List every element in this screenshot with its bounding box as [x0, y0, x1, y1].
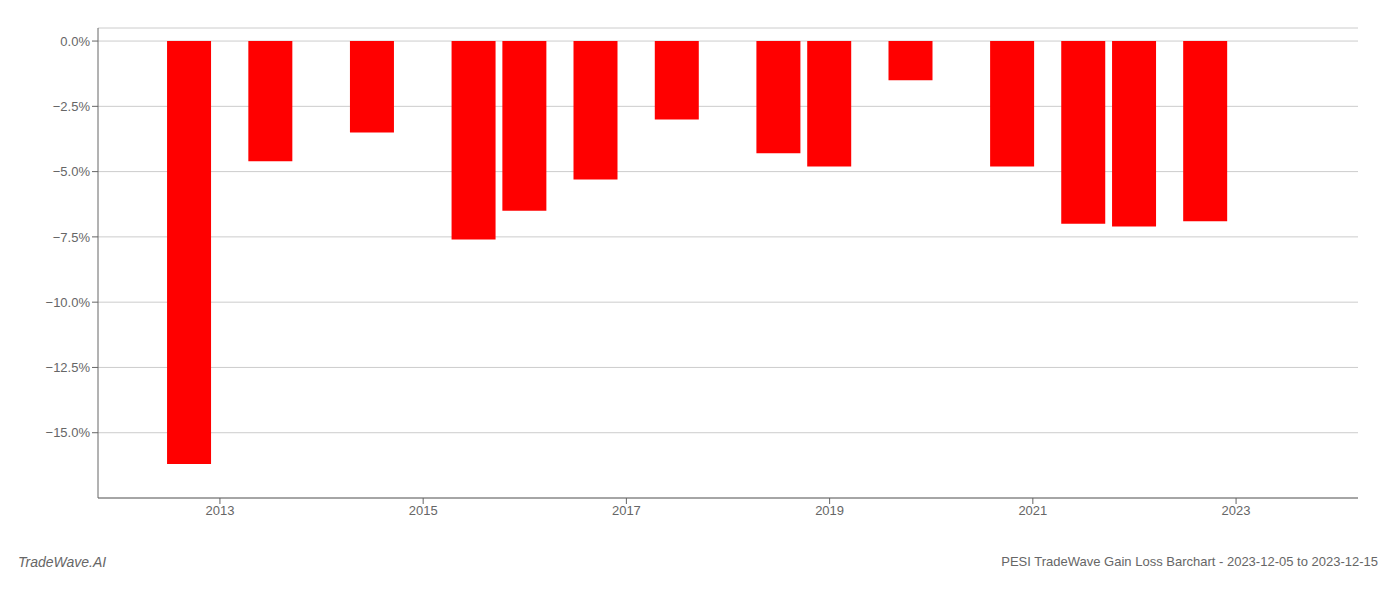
svg-text:−12.5%: −12.5% — [46, 360, 91, 375]
svg-text:−5.0%: −5.0% — [53, 164, 91, 179]
svg-text:2023: 2023 — [1222, 503, 1251, 518]
svg-text:−7.5%: −7.5% — [53, 230, 91, 245]
svg-text:−15.0%: −15.0% — [46, 425, 91, 440]
html-text:TradeWave.AI: TradeWave.AI — [18, 554, 107, 570]
svg-text:2017: 2017 — [612, 503, 641, 518]
svg-text:0.0%: 0.0% — [60, 34, 90, 49]
svg-text:2013: 2013 — [205, 503, 234, 518]
svg-text:2021: 2021 — [1018, 503, 1047, 518]
svg-text:2015: 2015 — [409, 503, 438, 518]
svg-text:−10.0%: −10.0% — [46, 295, 91, 310]
html-text:PESI TradeWave Gain Loss Barch: PESI TradeWave Gain Loss Barchart - 2023… — [1001, 554, 1378, 569]
svg-text:2019: 2019 — [815, 503, 844, 518]
svg-text:−2.5%: −2.5% — [53, 99, 91, 114]
